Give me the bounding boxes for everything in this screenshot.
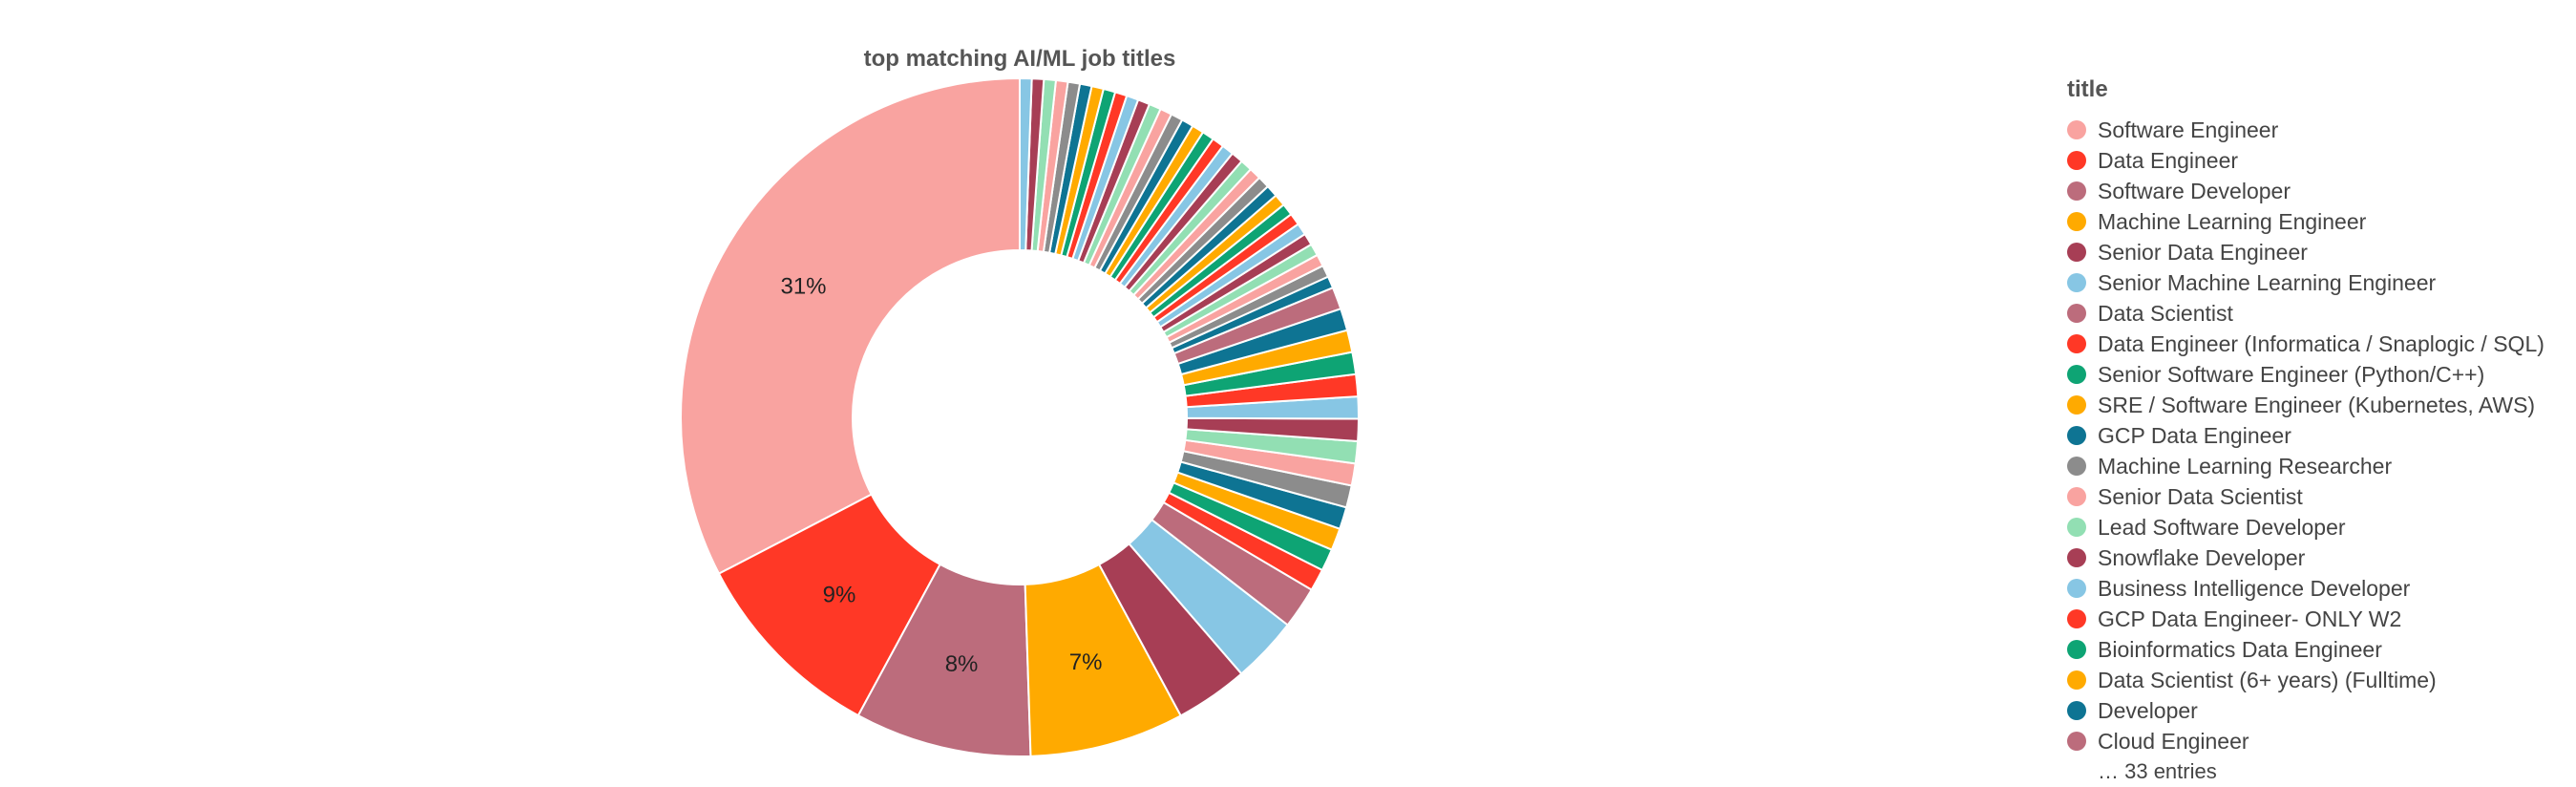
legend-label: Machine Learning Researcher [2098,454,2393,479]
legend-item[interactable]: Data Engineer [2067,145,2564,176]
legend-item[interactable]: Data Engineer (Informatica / Snaplogic /… [2067,329,2564,359]
legend-swatch [2067,426,2086,445]
legend-more-entries: … 33 entries [2098,759,2217,783]
slice-more-entry[interactable] [1019,76,1033,252]
legend-label: Data Engineer (Informatica / Snaplogic /… [2098,331,2544,356]
legend-swatch [2067,732,2086,751]
legend-swatch [2067,548,2086,567]
legend-label: Machine Learning Engineer [2098,209,2367,234]
legend-title: title [2067,76,2108,102]
legend-swatch [2067,304,2086,323]
legend-item[interactable]: Snowflake Developer [2067,542,2564,573]
legend-item[interactable]: Senior Machine Learning Engineer [2067,267,2564,298]
legend-item[interactable]: GCP Data Engineer [2067,420,2564,451]
legend-item[interactable]: Software Engineer [2067,115,2564,145]
legend-swatch [2067,273,2086,292]
legend-label: Lead Software Developer [2098,515,2346,540]
legend-item[interactable]: Data Scientist (6+ years) (Fulltime) [2067,665,2564,695]
legend-swatch [2067,334,2086,353]
legend-swatch [2067,457,2086,476]
legend-swatch [2067,487,2086,506]
legend-label: Senior Data Scientist [2098,484,2303,509]
legend-label: Cloud Engineer [2098,729,2249,754]
slice-percent-label: 9% [823,583,856,608]
legend-item[interactable]: Bioinformatics Data Engineer [2067,634,2564,665]
legend-swatch [2067,243,2086,262]
legend-swatch [2067,518,2086,537]
slice-software-engineer[interactable] [680,76,1021,575]
chart-title: top matching AI/ML job titles [864,46,1176,72]
slice-percent-label: 8% [945,651,979,677]
legend-label: Senior Software Engineer (Python/C++) [2098,362,2485,387]
legend: title Software Engineer Data Engineer Soft… [2067,74,2564,787]
legend-label: Software Developer [2098,179,2291,203]
legend-swatch [2067,579,2086,598]
slice-percent-label: 31% [780,273,826,299]
donut-slices [680,76,1361,757]
legend-label: Bioinformatics Data Engineer [2098,637,2382,662]
legend-label: Data Scientist [2098,301,2233,326]
legend-label: GCP Data Engineer [2098,423,2291,448]
legend-label: SRE / Software Engineer (Kubernetes, AWS… [2098,393,2536,417]
legend-label: Software Engineer [2098,117,2279,142]
legend-swatch [2067,395,2086,415]
legend-label: GCP Data Engineer- ONLY W2 [2098,606,2402,631]
legend-swatch [2067,640,2086,659]
legend-swatch [2067,181,2086,201]
donut-chart: top matching AI/ML job titles 31% 9% 8% 7% [680,46,1361,757]
legend-item[interactable]: Lead Software Developer [2067,512,2564,542]
legend-swatch [2067,609,2086,628]
legend-swatch [2067,120,2086,139]
legend-items: Software Engineer Data Engineer Software D… [2067,115,2564,756]
legend-item[interactable]: SRE / Software Engineer (Kubernetes, AWS… [2067,390,2564,420]
legend-swatch [2067,701,2086,720]
legend-item[interactable]: GCP Data Engineer- ONLY W2 [2067,604,2564,634]
legend-item[interactable]: Machine Learning Engineer [2067,206,2564,237]
legend-swatch [2067,670,2086,690]
slice-labels: 31% 9% 8% 7% [780,273,1102,676]
legend-item[interactable]: Machine Learning Researcher [2067,451,2564,481]
legend-item[interactable]: Data Scientist [2067,298,2564,329]
legend-item[interactable]: Business Intelligence Developer [2067,573,2564,604]
legend-item[interactable]: Senior Software Engineer (Python/C++) [2067,359,2564,390]
legend-item[interactable]: Developer [2067,695,2564,726]
legend-item[interactable]: Senior Data Scientist [2067,481,2564,512]
legend-item[interactable]: Software Developer [2067,176,2564,206]
chart-root: top matching AI/ML job titles 31% 9% 8% 7% … [680,46,2544,783]
legend-label: Senior Machine Learning Engineer [2098,270,2437,295]
legend-swatch [2067,365,2086,384]
legend-label: Developer [2098,698,2198,723]
legend-label: Snowflake Developer [2098,545,2306,570]
legend-item[interactable]: Senior Data Engineer [2067,237,2564,267]
legend-item[interactable]: Cloud Engineer [2067,726,2564,756]
legend-label: Data Scientist (6+ years) (Fulltime) [2098,668,2437,692]
legend-swatch [2067,212,2086,231]
legend-label: Data Engineer [2098,148,2239,173]
legend-label: Business Intelligence Developer [2098,576,2411,601]
slice-percent-label: 7% [1069,649,1103,675]
legend-swatch [2067,151,2086,170]
legend-label: Senior Data Engineer [2098,240,2308,265]
